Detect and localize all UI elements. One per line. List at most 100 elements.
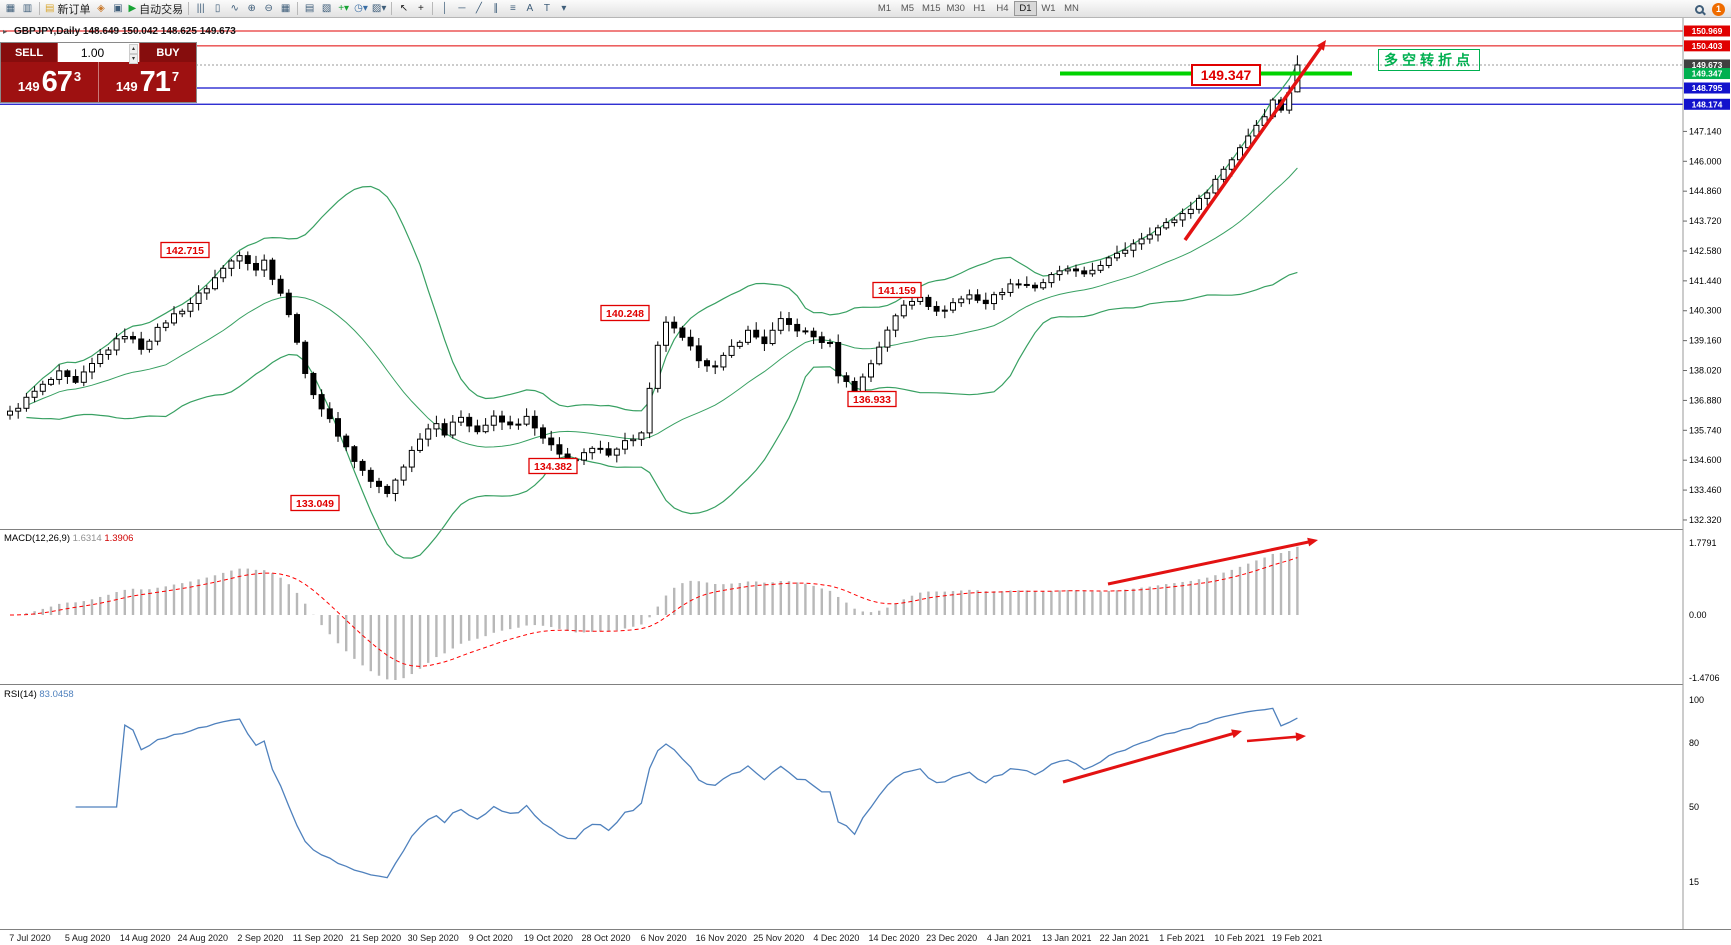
rsi-line	[75, 707, 1298, 879]
svg-text:149.347: 149.347	[1201, 67, 1252, 83]
one-click-trading-panel: SELL ▴ ▾ BUY 149 67 3 149 71 7	[0, 42, 197, 103]
rsi-panel[interactable]: RSI(14) 83.0458 100 80 50 15	[4, 689, 1704, 887]
svg-text:148.795: 148.795	[1692, 83, 1723, 93]
svg-text:14 Dec 2020: 14 Dec 2020	[868, 933, 919, 943]
shapes-dropdown-icon[interactable]: ▾	[555, 1, 572, 17]
tile-windows-icon: ▦	[280, 2, 291, 14]
timeframe-m30[interactable]: M30	[946, 3, 965, 14]
ask-pips: 71	[139, 65, 171, 98]
arrange-icon[interactable]: ▧	[318, 1, 335, 17]
svg-text:13 Jan 2021: 13 Jan 2021	[1042, 933, 1092, 943]
template-dropdown-icon[interactable]: ▨▾	[370, 1, 388, 17]
tile-windows-icon[interactable]: ▦	[277, 1, 294, 17]
buy-button[interactable]: BUY	[139, 43, 196, 62]
svg-text:19 Oct 2020: 19 Oct 2020	[524, 933, 573, 943]
trade-prices-row: 149 67 3 149 71 7	[1, 62, 196, 102]
svg-text:1 Feb 2021: 1 Feb 2021	[1159, 933, 1205, 943]
svg-text:6 Nov 2020: 6 Nov 2020	[641, 933, 687, 943]
timeframe-h1[interactable]: H1	[973, 3, 986, 14]
cursor-icon[interactable]: ↖	[395, 1, 412, 17]
zoom-out-icon[interactable]: ⊖	[260, 1, 277, 17]
svg-text:5 Aug 2020: 5 Aug 2020	[65, 933, 111, 943]
autotrade-button[interactable]: ▶ 自动交易	[126, 1, 185, 17]
sell-button[interactable]: SELL	[1, 43, 58, 62]
timeframe-d1[interactable]: D1	[1013, 1, 1037, 16]
svg-text:147.140: 147.140	[1689, 126, 1722, 136]
price-scale[interactable]: 147.140 146.000 144.860 143.720 142.580 141.4…	[1682, 18, 1731, 929]
zoom-in-icon[interactable]: ⊕	[243, 1, 260, 17]
add-indicator-icon[interactable]: +▾	[335, 1, 352, 17]
timeframe-mn[interactable]: MN	[1064, 3, 1079, 14]
profiles-icon[interactable]: ▣	[109, 1, 126, 17]
volume-up-icon[interactable]: ▴	[128, 44, 138, 54]
market-watch-icon[interactable]: ▥	[19, 1, 36, 17]
toolbar: ▦ ▥ ▤ 新订单 ◈ ▣ ▶ 自动交易 ||| ▯ ∿ ⊕ ⊖ ▦ ▤ ▧ +▾ ◷▾ ▨▾ ↖ + │ ─ ╱ ∥ ≡ A T ▾ …	[0, 0, 1731, 18]
volume-down-icon[interactable]: ▾	[128, 54, 138, 64]
timeframe-h4[interactable]: H4	[996, 3, 1009, 14]
svg-text:138.020: 138.020	[1689, 366, 1722, 376]
macd-label: MACD(12,26,9) 1.6314 1.3906	[4, 533, 133, 544]
svg-text:148.174: 148.174	[1692, 99, 1723, 109]
svg-text:136.933: 136.933	[853, 394, 891, 406]
zoom-in-icon: ⊕	[247, 2, 256, 14]
trendline-icon[interactable]: ╱	[470, 1, 487, 17]
timeframe-m1[interactable]: M1	[877, 3, 892, 14]
timeframe-w1[interactable]: W1	[1041, 3, 1056, 14]
timeframe-group: M1 M5 M15 M30 H1 H4 D1 W1 MN	[873, 1, 1083, 16]
svg-text:19 Feb 2021: 19 Feb 2021	[1272, 933, 1323, 943]
vertical-line-icon[interactable]: │	[436, 1, 453, 17]
svg-text:7 Jul 2020: 7 Jul 2020	[9, 933, 51, 943]
toolbar-separator	[39, 2, 40, 15]
collapse-arrow-icon[interactable]: ▸	[3, 27, 8, 36]
trend-arrows[interactable]	[1062, 40, 1326, 784]
line-chart-icon: ∿	[230, 2, 239, 14]
equidistant-channel-icon[interactable]: ∥	[487, 1, 504, 17]
cascade-windows-icon[interactable]: ▤	[301, 1, 318, 17]
svg-text:21 Sep 2020: 21 Sep 2020	[350, 933, 401, 943]
horizontal-level-lines[interactable]	[0, 30, 1683, 105]
period-dropdown-icon[interactable]: ◷▾	[352, 1, 370, 17]
turning-point-annotation[interactable]: 多空转折点	[1378, 49, 1480, 71]
new-order-button[interactable]: ▤ 新订单	[43, 1, 92, 17]
bid-price: 149 67 3	[1, 62, 99, 102]
svg-text:4 Jan 2021: 4 Jan 2021	[987, 933, 1032, 943]
line-chart-icon[interactable]: ∿	[226, 1, 243, 17]
text-label-icon[interactable]: T	[538, 1, 555, 17]
svg-text:16 Nov 2020: 16 Nov 2020	[696, 933, 747, 943]
svg-text:139.160: 139.160	[1689, 336, 1722, 346]
market-watch-icon: ▥	[22, 2, 33, 14]
candlestick-series	[7, 55, 1301, 502]
new-order-button: ▤	[45, 2, 55, 14]
crosshair-icon[interactable]: +	[412, 1, 429, 17]
macd-panel[interactable]: MACD(12,26,9) 1.6314 1.3906 1.7791 0.00 -1.…	[4, 533, 1720, 683]
crosshair-icon: +	[417, 2, 424, 14]
fibonacci-icon[interactable]: ≡	[504, 1, 521, 17]
bollinger-bands	[25, 63, 1298, 559]
bid-frac: 3	[73, 69, 82, 84]
fibonacci-icon: ≡	[509, 2, 516, 14]
candlestick-chart-icon[interactable]: ▯	[209, 1, 226, 17]
svg-text:144.860: 144.860	[1689, 186, 1722, 196]
notification-badge[interactable]: 1	[1712, 2, 1725, 16]
svg-text:23 Dec 2020: 23 Dec 2020	[926, 933, 977, 943]
search-icon[interactable]	[1695, 4, 1704, 14]
volume-input[interactable]	[58, 43, 139, 62]
svg-text:149.673: 149.673	[1692, 60, 1723, 70]
bar-chart-icon[interactable]: |||	[192, 1, 209, 17]
equidistant-channel-icon: ∥	[493, 2, 499, 14]
text-icon[interactable]: A	[521, 1, 538, 17]
horizontal-line-icon[interactable]: ─	[453, 1, 470, 17]
trend-arrow-shaft	[1107, 539, 1313, 586]
timeframe-m15[interactable]: M15	[922, 3, 941, 14]
period-dropdown-icon: ◷▾	[354, 2, 368, 14]
svg-text:140.300: 140.300	[1689, 306, 1722, 316]
chart-window-icon[interactable]: ▦	[2, 1, 19, 17]
toolbar-separator	[297, 2, 299, 15]
timeframe-m5[interactable]: M5	[900, 3, 915, 14]
toolbar-separator	[391, 2, 393, 15]
charts-icon[interactable]: ◈	[92, 1, 109, 17]
rsi-label: RSI(14) 83.0458	[4, 689, 74, 700]
time-scale[interactable]: 7 Jul 2020 5 Aug 2020 14 Aug 2020 24 Aug 20…	[9, 933, 1322, 943]
price-callouts[interactable]: 142.715 133.049 134.382 140.248 136.933 141.1…	[160, 64, 1261, 512]
